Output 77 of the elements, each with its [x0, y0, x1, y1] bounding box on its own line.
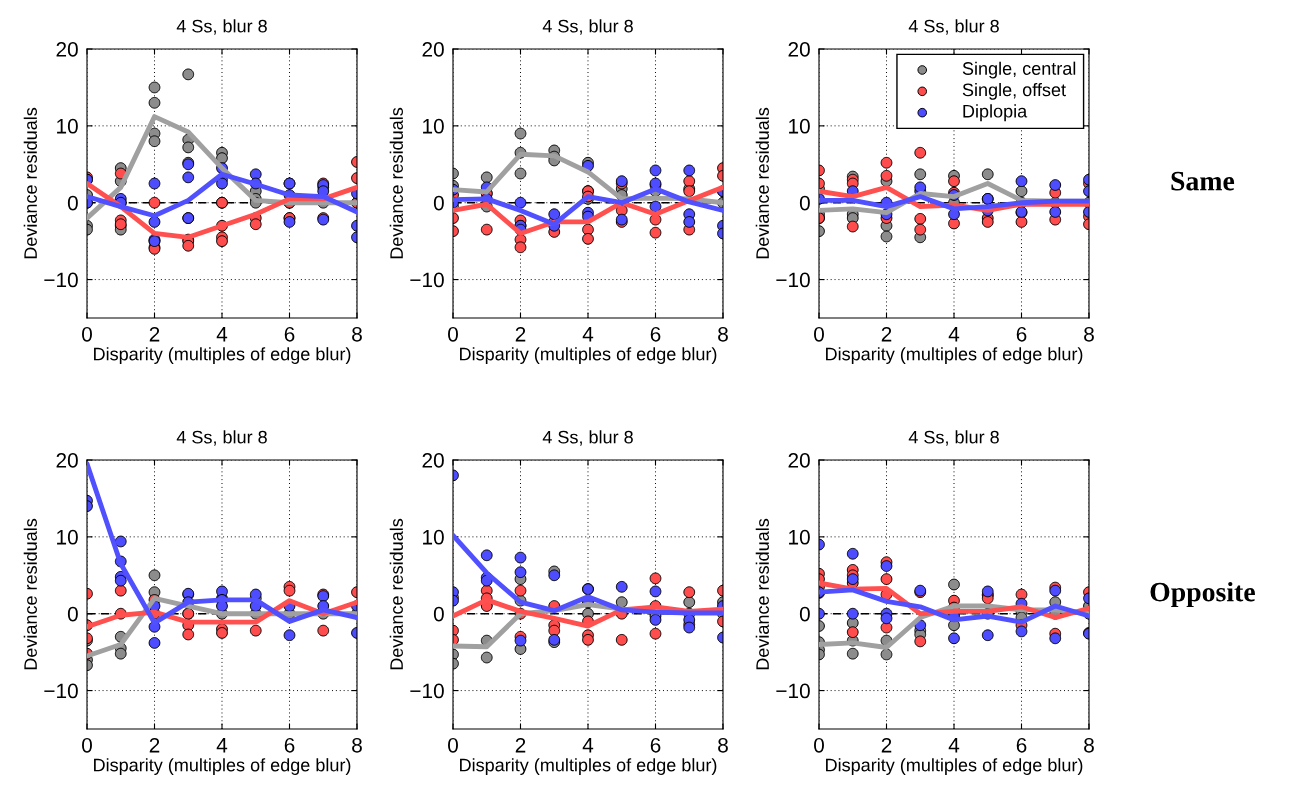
- x-tick-label: 6: [284, 737, 295, 753]
- y-tick-label: 10: [57, 529, 78, 545]
- chart-title: 4 Ss, blur 8: [176, 19, 267, 35]
- x-tick-label: 4: [216, 327, 228, 342]
- y-tick-label: 20: [788, 453, 810, 468]
- chart-title: 4 Ss, blur 8: [908, 19, 999, 35]
- x-tick-label: 6: [284, 326, 295, 342]
- x-tick-label: 8: [1084, 737, 1094, 753]
- y-tick-label: 20: [422, 453, 444, 468]
- y-tick-label: −10: [410, 683, 444, 699]
- x-tick-label: 0: [448, 737, 458, 753]
- chart-title: 4 Ss, blur 8: [542, 430, 633, 446]
- x-tick-label: 6: [650, 737, 661, 753]
- legend-label: Single, central: [962, 61, 1076, 79]
- legend-label: Single, offset: [962, 82, 1066, 100]
- x-axis-title: Disparity (multiples of edge blur): [826, 347, 1083, 364]
- y-tick-label: −10: [776, 272, 810, 288]
- y-tick-label: −10: [410, 272, 444, 288]
- chart-title: 4 Ss, blur 8: [908, 430, 999, 446]
- y-tick-label: −10: [44, 272, 78, 288]
- x-tick-label: 4: [582, 738, 594, 753]
- x-tick-label: 8: [352, 326, 362, 342]
- x-tick-label: 0: [814, 737, 824, 753]
- x-tick-label: 4: [582, 327, 594, 342]
- x-axis-title: Disparity (multiples of edge blur): [460, 758, 717, 775]
- y-tick-label: 10: [789, 529, 810, 545]
- y-axis-title: Deviance residuals: [389, 107, 403, 259]
- y-tick-label: 10: [423, 118, 444, 134]
- y-tick-label: 10: [789, 118, 810, 134]
- y-tick-label: 0: [433, 195, 444, 211]
- x-tick-label: 0: [82, 737, 92, 753]
- x-tick-label: 6: [1016, 326, 1027, 342]
- x-tick-label: 2: [515, 737, 526, 753]
- x-tick-label: 0: [814, 326, 824, 342]
- x-axis-title: Disparity (multiples of edge blur): [460, 347, 717, 364]
- x-tick-label: 6: [1016, 737, 1027, 753]
- chart-title: 4 Ss, blur 8: [176, 430, 267, 446]
- y-axis-title: Deviance residuals: [389, 518, 403, 670]
- y-tick-label: 0: [433, 606, 444, 622]
- y-tick-label: 20: [56, 42, 78, 57]
- x-axis-title: Disparity (multiples of edge blur): [94, 758, 351, 775]
- y-tick-label: 20: [56, 453, 78, 468]
- x-tick-label: 8: [352, 737, 362, 753]
- y-tick-label: 20: [788, 42, 810, 57]
- y-axis-title: Deviance residuals: [23, 107, 37, 259]
- x-tick-label: 8: [1084, 326, 1094, 342]
- text: Opposite: [1150, 581, 1255, 608]
- y-tick-label: 0: [67, 606, 78, 622]
- x-tick-label: 4: [948, 327, 960, 342]
- text: Same: [1171, 171, 1235, 191]
- y-tick-label: 0: [67, 195, 78, 211]
- y-tick-label: 0: [799, 606, 810, 622]
- x-axis-title: Disparity (multiples of edge blur): [826, 758, 1083, 775]
- x-tick-label: 2: [149, 737, 160, 753]
- x-tick-label: 8: [718, 737, 728, 753]
- x-tick-label: 4: [948, 738, 960, 753]
- y-tick-label: 10: [57, 118, 78, 134]
- x-tick-label: 8: [718, 326, 728, 342]
- chart-title: 4 Ss, blur 8: [542, 19, 633, 35]
- y-axis-title: Deviance residuals: [755, 107, 769, 259]
- legend-label: Diplopia: [963, 104, 1028, 122]
- x-axis-title: Disparity (multiples of edge blur): [94, 347, 351, 364]
- y-axis-title: Deviance residuals: [755, 518, 769, 670]
- y-tick-label: 0: [799, 195, 810, 211]
- x-tick-label: 2: [149, 326, 160, 342]
- x-tick-label: 4: [216, 738, 228, 753]
- y-tick-label: −10: [776, 683, 810, 699]
- x-tick-label: 6: [650, 326, 661, 342]
- x-tick-label: 2: [881, 326, 892, 342]
- y-axis-title: Deviance residuals: [23, 518, 37, 670]
- y-tick-label: 20: [422, 42, 444, 57]
- x-tick-label: 0: [448, 326, 458, 342]
- x-tick-label: 0: [82, 326, 92, 342]
- y-tick-label: 10: [423, 529, 444, 545]
- x-tick-label: 2: [881, 737, 892, 753]
- x-tick-label: 2: [515, 326, 526, 342]
- y-tick-label: −10: [44, 683, 78, 699]
